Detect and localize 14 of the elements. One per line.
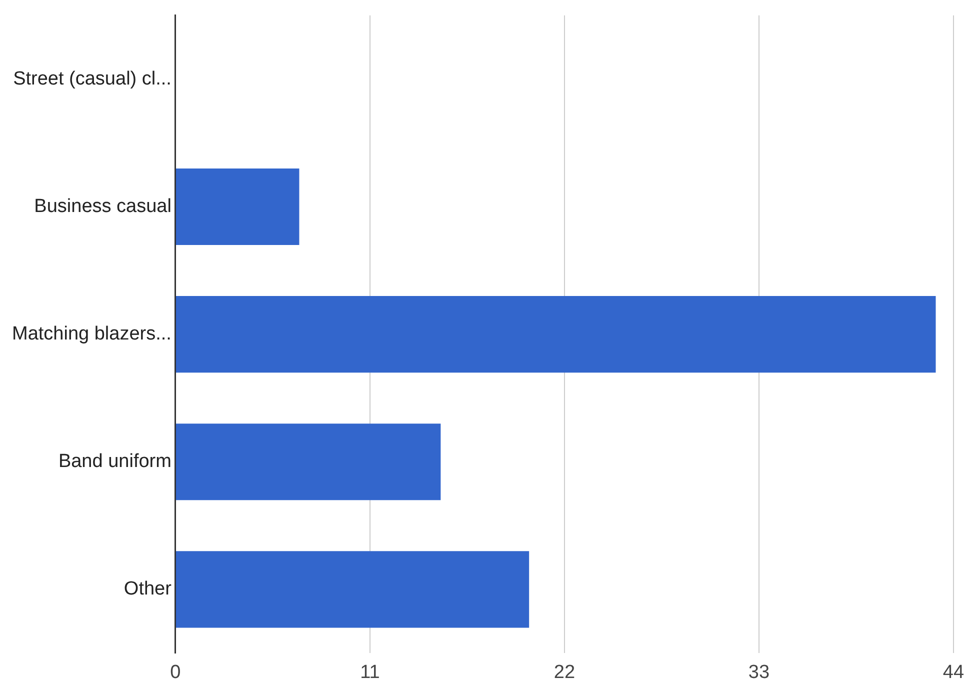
- y-tick-label: Matching blazers...: [12, 324, 172, 345]
- y-tick-label: Band uniform: [58, 451, 172, 472]
- x-tick-label: 33: [748, 662, 770, 683]
- y-tick-label: Street (casual) cl...: [13, 68, 172, 90]
- x-tick-label: 44: [942, 662, 964, 683]
- bar: [176, 551, 530, 628]
- x-tick-label: 11: [360, 662, 380, 683]
- x-tick-label: 0: [170, 662, 181, 683]
- bar: [176, 424, 441, 500]
- x-tick-label: 22: [554, 662, 576, 683]
- y-tick-label: Business casual: [34, 196, 172, 217]
- bar: [176, 168, 300, 246]
- bar: [176, 296, 936, 373]
- y-tick-label: Other: [124, 578, 172, 600]
